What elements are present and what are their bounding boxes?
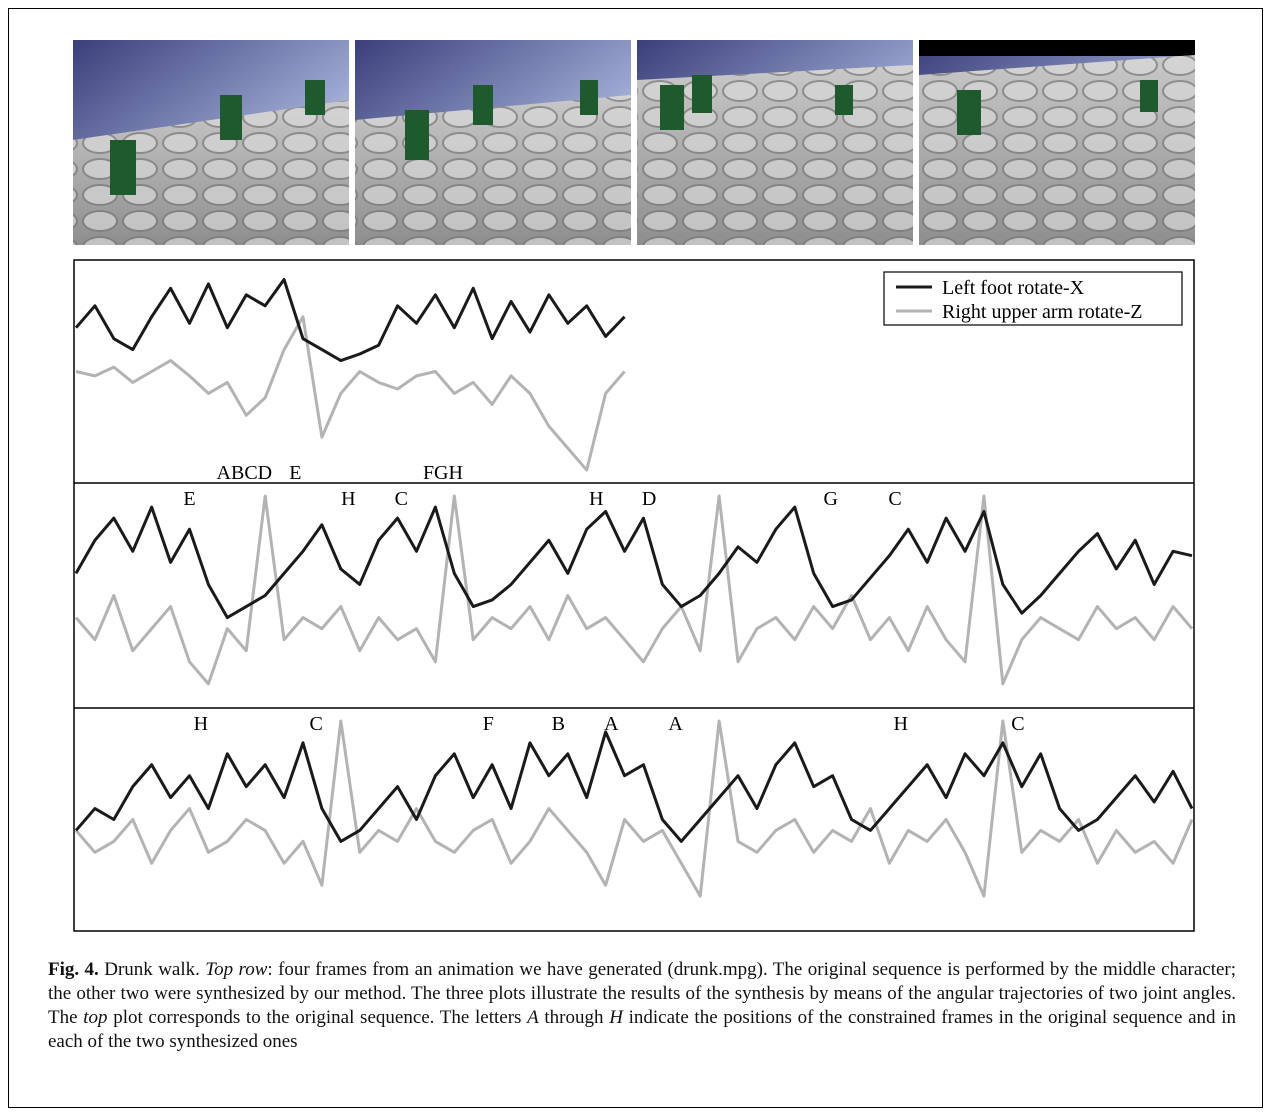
legend-label: Right upper arm rotate-Z [942, 301, 1143, 323]
legend-label: Left foot rotate-X [942, 277, 1085, 299]
frame-label: H [341, 488, 355, 510]
caption: Fig. 4. Drunk walk. Top row: four frames… [48, 958, 1236, 1054]
caption-text: top [83, 1007, 107, 1028]
page: ABCDEFGHLeft foot rotate-XRight upper ar… [0, 0, 1273, 1118]
trajectory-line [76, 496, 1192, 684]
caption-label: Fig. 4. [48, 959, 99, 980]
animation-frame [355, 40, 631, 245]
trajectory-line [76, 280, 625, 361]
frame-label: H [893, 713, 907, 735]
frame-label: H [589, 488, 603, 510]
frame-label: D [642, 488, 656, 510]
caption-text: Top row [205, 959, 267, 980]
trajectory-line [76, 721, 1192, 896]
animation-frame [637, 40, 913, 245]
frame-label: ABCD [217, 462, 273, 484]
caption-text: A [527, 1007, 539, 1028]
frame-label: H [194, 713, 208, 735]
frame-label: B [552, 713, 565, 735]
caption-text: plot corresponds to the original sequenc… [108, 1007, 528, 1028]
caption-text: H [609, 1007, 623, 1028]
animation-frame [919, 40, 1195, 245]
frame-label: G [823, 488, 837, 510]
frame-label: C [310, 713, 323, 735]
frame-label: C [1011, 713, 1024, 735]
caption-text: Drunk walk. [99, 959, 205, 980]
frame-label: A [668, 713, 683, 735]
animation-frame [73, 40, 349, 245]
frame-label: A [604, 713, 619, 735]
caption-text: through [539, 1007, 609, 1028]
trajectory-line [76, 507, 1192, 617]
frame-label: E [289, 462, 301, 484]
frame-label: FGH [423, 462, 463, 484]
trajectory-line [76, 317, 625, 470]
frame-label: F [483, 713, 494, 735]
frame-label: C [395, 488, 408, 510]
frame-label: C [888, 488, 901, 510]
frame-label: E [183, 488, 195, 510]
